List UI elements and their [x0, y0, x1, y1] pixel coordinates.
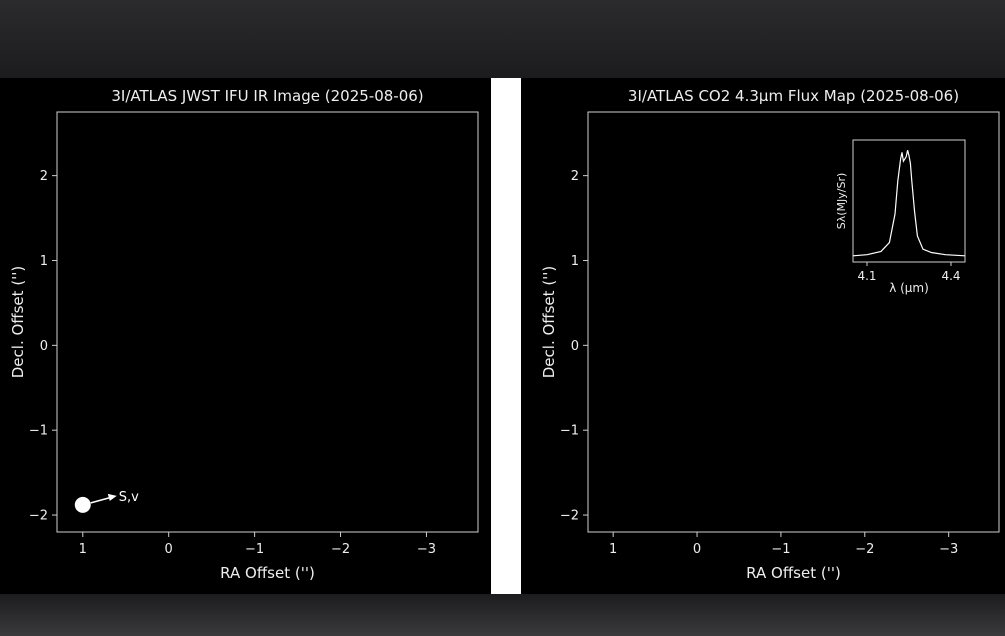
x-tick-label: −1	[245, 542, 264, 557]
y-tick-label: 1	[40, 254, 48, 269]
bottom-letterbox	[0, 594, 1005, 636]
chart-title: 3I/ATLAS JWST IFU IR Image (2025-08-06)	[111, 87, 423, 105]
y-tick-label: 0	[40, 339, 48, 354]
chart-title: 3I/ATLAS CO2 4.3µm Flux Map (2025-08-06)	[628, 87, 959, 105]
inset-x-tick-label: 4.4	[941, 269, 960, 283]
y-axis-label: Decl. Offset ('')	[540, 266, 558, 379]
inset-frame	[852, 139, 966, 263]
x-tick-label: 0	[693, 542, 701, 557]
chart-0: 3I/ATLAS JWST IFU IR Image (2025-08-06) 1…	[9, 87, 479, 582]
y-tick-label: −1	[560, 424, 579, 439]
y-tick-label: 0	[571, 339, 579, 354]
x-tick-label: −1	[771, 542, 790, 557]
y-tick-label: −2	[560, 509, 579, 524]
top-letterbox	[0, 0, 1005, 78]
x-axis-label: RA Offset ('')	[746, 564, 841, 582]
inset-x-label: λ (µm)	[889, 281, 929, 295]
inset-x-tick-label: 4.1	[857, 269, 876, 283]
x-tick-label: −3	[417, 542, 436, 557]
chart-1: 3I/ATLAS CO2 4.3µm Flux Map (2025-08-06)…	[540, 87, 1000, 582]
direction-label: S,v	[119, 490, 139, 505]
direction-arrow-head	[107, 493, 117, 501]
plot-frame	[587, 111, 1000, 533]
ir-image-panel: 3I/ATLAS JWST IFU IR Image (2025-08-06) 1…	[0, 78, 491, 594]
plot-frame	[56, 111, 479, 533]
x-tick-label: 0	[165, 542, 173, 557]
y-tick-label: −2	[29, 509, 48, 524]
x-tick-label: 1	[609, 542, 617, 557]
y-axis-label: Decl. Offset ('')	[9, 266, 27, 379]
panel-divider	[491, 78, 521, 594]
x-tick-label: −2	[855, 542, 874, 557]
x-axis-label: RA Offset ('')	[220, 564, 315, 582]
x-tick-label: −2	[331, 542, 350, 557]
sun-direction-marker	[74, 496, 91, 513]
y-tick-label: 2	[40, 169, 48, 184]
co2-flux-panel: 3I/ATLAS CO2 4.3µm Flux Map (2025-08-06)…	[521, 78, 1005, 594]
y-tick-label: −1	[29, 424, 48, 439]
y-tick-label: 2	[571, 169, 579, 184]
x-tick-label: −3	[939, 542, 958, 557]
y-tick-label: 1	[571, 254, 579, 269]
x-tick-label: 1	[79, 542, 87, 557]
inset-spectrum-line	[852, 150, 966, 257]
inset-y-label: Sλ(MJy/Sr)	[835, 173, 848, 230]
